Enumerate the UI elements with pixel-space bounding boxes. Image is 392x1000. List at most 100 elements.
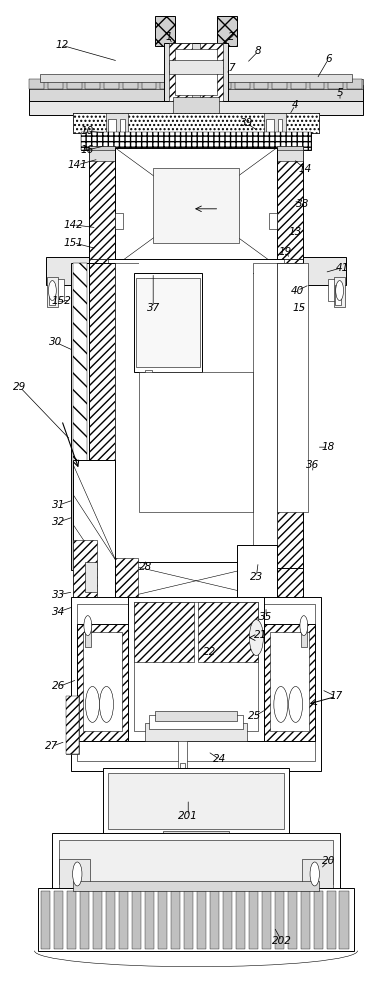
Bar bbox=[277, 263, 308, 512]
Bar bbox=[291, 79, 306, 89]
Text: 142: 142 bbox=[64, 220, 83, 230]
Bar bbox=[73, 113, 319, 133]
Bar bbox=[139, 263, 253, 570]
Bar bbox=[172, 97, 220, 115]
Text: 20: 20 bbox=[322, 856, 335, 866]
Text: 2: 2 bbox=[228, 32, 234, 42]
Bar bbox=[284, 259, 311, 273]
Text: 13: 13 bbox=[289, 227, 302, 237]
Circle shape bbox=[49, 281, 56, 301]
Bar bbox=[237, 545, 277, 665]
Bar bbox=[73, 540, 97, 610]
Text: 37: 37 bbox=[147, 303, 160, 313]
Text: 40: 40 bbox=[290, 286, 304, 296]
Bar bbox=[261, 891, 271, 949]
Circle shape bbox=[100, 686, 114, 722]
Text: 8: 8 bbox=[255, 46, 261, 56]
Bar bbox=[115, 263, 139, 570]
Bar bbox=[29, 97, 363, 115]
Bar bbox=[217, 16, 237, 46]
Bar bbox=[301, 891, 310, 949]
Circle shape bbox=[84, 616, 92, 636]
Bar bbox=[145, 370, 152, 425]
Bar bbox=[89, 263, 115, 570]
Text: 28: 28 bbox=[139, 562, 152, 572]
Text: 12: 12 bbox=[55, 40, 68, 50]
Bar bbox=[93, 891, 102, 949]
Bar bbox=[65, 696, 79, 754]
Text: 33: 33 bbox=[53, 590, 65, 600]
Bar bbox=[236, 891, 245, 949]
Bar bbox=[155, 16, 175, 46]
Bar bbox=[132, 891, 141, 949]
Bar bbox=[210, 891, 219, 949]
Bar bbox=[119, 891, 128, 949]
Text: 18: 18 bbox=[322, 442, 335, 452]
Text: 141: 141 bbox=[67, 160, 87, 170]
Text: 39: 39 bbox=[240, 118, 253, 128]
Bar bbox=[303, 257, 346, 285]
Bar bbox=[142, 79, 156, 89]
Bar bbox=[164, 43, 228, 101]
Bar bbox=[277, 146, 303, 150]
Text: 15: 15 bbox=[292, 303, 306, 313]
Bar bbox=[41, 891, 51, 949]
Bar bbox=[184, 891, 193, 949]
Bar bbox=[145, 891, 154, 949]
Bar bbox=[71, 597, 321, 771]
Bar bbox=[169, 43, 192, 101]
Bar bbox=[115, 148, 277, 266]
Bar bbox=[272, 79, 287, 89]
Circle shape bbox=[289, 686, 303, 722]
Bar bbox=[275, 891, 284, 949]
Bar bbox=[277, 263, 303, 570]
Bar bbox=[328, 279, 344, 301]
Bar bbox=[104, 79, 119, 89]
Bar bbox=[178, 731, 187, 771]
Bar bbox=[65, 696, 79, 754]
Text: 34: 34 bbox=[53, 607, 65, 617]
Text: 17: 17 bbox=[330, 691, 343, 701]
Bar bbox=[67, 891, 76, 949]
Bar bbox=[89, 148, 115, 161]
Bar bbox=[29, 79, 363, 89]
Text: 38: 38 bbox=[296, 199, 310, 209]
Bar bbox=[153, 168, 239, 243]
Text: 21: 21 bbox=[254, 630, 267, 640]
Bar bbox=[197, 891, 206, 949]
Text: 151: 151 bbox=[64, 238, 83, 248]
Bar bbox=[264, 624, 315, 741]
Bar bbox=[54, 891, 64, 949]
Bar bbox=[47, 277, 58, 307]
Bar bbox=[339, 891, 349, 949]
Circle shape bbox=[274, 686, 288, 722]
Text: 24: 24 bbox=[213, 754, 226, 764]
Bar bbox=[81, 259, 108, 273]
Bar bbox=[301, 623, 307, 647]
Bar bbox=[103, 768, 289, 836]
Bar bbox=[302, 859, 333, 889]
Bar bbox=[81, 132, 311, 150]
Bar bbox=[38, 888, 354, 951]
Bar bbox=[128, 597, 264, 741]
Bar bbox=[223, 891, 232, 949]
Bar bbox=[123, 79, 138, 89]
Bar bbox=[277, 568, 303, 610]
Bar bbox=[109, 773, 283, 829]
Text: 10: 10 bbox=[80, 126, 94, 136]
Text: 4: 4 bbox=[292, 100, 299, 110]
Bar bbox=[134, 602, 258, 731]
Bar bbox=[149, 715, 243, 729]
Bar bbox=[115, 213, 123, 229]
Text: 6: 6 bbox=[325, 54, 332, 64]
Text: 1: 1 bbox=[165, 32, 172, 42]
Circle shape bbox=[336, 281, 343, 301]
Bar bbox=[169, 60, 223, 74]
Circle shape bbox=[73, 862, 82, 886]
Bar bbox=[266, 119, 274, 137]
Text: 201: 201 bbox=[178, 811, 198, 821]
Bar bbox=[59, 840, 333, 884]
Text: 5: 5 bbox=[337, 88, 343, 98]
Bar bbox=[269, 213, 277, 229]
Bar bbox=[254, 79, 269, 89]
